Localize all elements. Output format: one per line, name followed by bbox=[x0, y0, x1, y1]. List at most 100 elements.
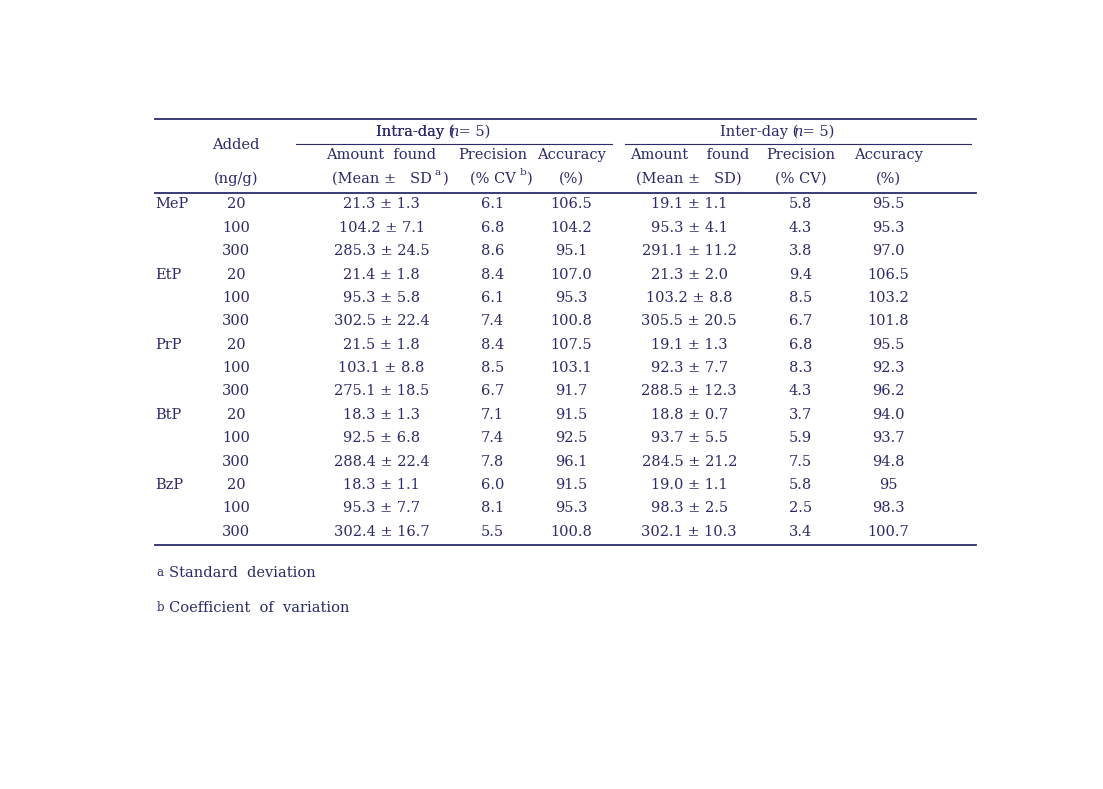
Text: 9.4: 9.4 bbox=[789, 267, 812, 282]
Text: 6.8: 6.8 bbox=[789, 338, 812, 352]
Text: 95.3 ± 4.1: 95.3 ± 4.1 bbox=[651, 221, 728, 235]
Text: a: a bbox=[435, 168, 440, 177]
Text: 103.1 ± 8.8: 103.1 ± 8.8 bbox=[339, 361, 425, 375]
Text: 8.4: 8.4 bbox=[481, 267, 504, 282]
Text: 100: 100 bbox=[222, 361, 250, 375]
Text: 6.0: 6.0 bbox=[481, 478, 504, 492]
Text: EtP: EtP bbox=[154, 267, 181, 282]
Text: 98.3: 98.3 bbox=[872, 502, 904, 515]
Text: ): ) bbox=[527, 172, 533, 185]
Text: Added: Added bbox=[213, 138, 260, 151]
Text: 101.8: 101.8 bbox=[868, 314, 909, 328]
Text: (ng/g): (ng/g) bbox=[214, 171, 258, 186]
Text: 8.6: 8.6 bbox=[481, 244, 504, 258]
Text: 284.5 ± 21.2: 284.5 ± 21.2 bbox=[642, 454, 737, 469]
Text: 95.3: 95.3 bbox=[555, 502, 588, 515]
Text: n: n bbox=[450, 125, 459, 139]
Text: 18.3 ± 1.3: 18.3 ± 1.3 bbox=[343, 408, 420, 422]
Text: 8.1: 8.1 bbox=[481, 502, 504, 515]
Text: a: a bbox=[157, 567, 163, 579]
Text: 91.7: 91.7 bbox=[555, 384, 588, 398]
Text: 100: 100 bbox=[222, 502, 250, 515]
Text: = 5): = 5) bbox=[454, 125, 491, 139]
Text: 7.5: 7.5 bbox=[789, 454, 812, 469]
Text: 96.2: 96.2 bbox=[872, 384, 904, 398]
Text: BzP: BzP bbox=[154, 478, 183, 492]
Text: Precision: Precision bbox=[765, 148, 835, 163]
Text: 96.1: 96.1 bbox=[555, 454, 588, 469]
Text: 104.2: 104.2 bbox=[550, 221, 592, 235]
Text: BtP: BtP bbox=[154, 408, 181, 422]
Text: 106.5: 106.5 bbox=[868, 267, 909, 282]
Text: 7.8: 7.8 bbox=[481, 454, 504, 469]
Text: 6.8: 6.8 bbox=[481, 221, 504, 235]
Text: 2.5: 2.5 bbox=[789, 502, 812, 515]
Text: 5.8: 5.8 bbox=[789, 197, 812, 211]
Text: 95.3: 95.3 bbox=[555, 291, 588, 305]
Text: 95.5: 95.5 bbox=[872, 197, 904, 211]
Text: 20: 20 bbox=[227, 338, 246, 352]
Text: 21.3 ± 1.3: 21.3 ± 1.3 bbox=[343, 197, 420, 211]
Text: 7.4: 7.4 bbox=[481, 314, 504, 328]
Text: Amount  found: Amount found bbox=[326, 148, 437, 163]
Text: (%): (%) bbox=[559, 172, 583, 185]
Text: 19.1 ± 1.3: 19.1 ± 1.3 bbox=[651, 338, 728, 352]
Text: 107.0: 107.0 bbox=[550, 267, 592, 282]
Text: 5.8: 5.8 bbox=[789, 478, 812, 492]
Text: ): ) bbox=[443, 172, 449, 185]
Text: 6.7: 6.7 bbox=[481, 384, 504, 398]
Text: PrP: PrP bbox=[154, 338, 182, 352]
Text: 288.5 ± 12.3: 288.5 ± 12.3 bbox=[642, 384, 737, 398]
Text: 20: 20 bbox=[227, 478, 246, 492]
Text: 94.0: 94.0 bbox=[872, 408, 904, 422]
Text: 275.1 ± 18.5: 275.1 ± 18.5 bbox=[334, 384, 429, 398]
Text: 94.8: 94.8 bbox=[872, 454, 904, 469]
Text: Intra-day (: Intra-day ( bbox=[376, 125, 454, 139]
Text: 103.2: 103.2 bbox=[868, 291, 909, 305]
Text: 6.1: 6.1 bbox=[481, 291, 504, 305]
Text: 18.3 ± 1.1: 18.3 ± 1.1 bbox=[343, 478, 420, 492]
Text: 20: 20 bbox=[227, 267, 246, 282]
Text: (%): (%) bbox=[876, 172, 901, 185]
Text: Standard  deviation: Standard deviation bbox=[169, 566, 315, 580]
Text: 288.4 ± 22.4: 288.4 ± 22.4 bbox=[334, 454, 429, 469]
Text: 3.8: 3.8 bbox=[789, 244, 812, 258]
Text: 8.5: 8.5 bbox=[789, 291, 812, 305]
Text: 300: 300 bbox=[222, 454, 250, 469]
Text: 285.3 ± 24.5: 285.3 ± 24.5 bbox=[334, 244, 429, 258]
Text: 7.1: 7.1 bbox=[481, 408, 504, 422]
Text: 95.3 ± 7.7: 95.3 ± 7.7 bbox=[343, 502, 420, 515]
Text: 95: 95 bbox=[879, 478, 898, 492]
Text: 7.4: 7.4 bbox=[481, 432, 504, 445]
Text: 291.1 ± 11.2: 291.1 ± 11.2 bbox=[642, 244, 737, 258]
Text: 300: 300 bbox=[222, 384, 250, 398]
Text: 6.1: 6.1 bbox=[481, 197, 504, 211]
Text: 19.1 ± 1.1: 19.1 ± 1.1 bbox=[651, 197, 727, 211]
Text: (Mean ±   SD): (Mean ± SD) bbox=[636, 172, 742, 185]
Text: Inter-day (: Inter-day ( bbox=[720, 125, 799, 139]
Text: 92.3: 92.3 bbox=[872, 361, 904, 375]
Text: 92.3 ± 7.7: 92.3 ± 7.7 bbox=[651, 361, 728, 375]
Text: = 5): = 5) bbox=[799, 125, 835, 139]
Text: 91.5: 91.5 bbox=[555, 478, 588, 492]
Text: 300: 300 bbox=[222, 314, 250, 328]
Text: 8.5: 8.5 bbox=[481, 361, 504, 375]
Text: Accuracy: Accuracy bbox=[854, 148, 923, 163]
Text: (% CV: (% CV bbox=[470, 172, 515, 185]
Text: 104.2 ± 7.1: 104.2 ± 7.1 bbox=[339, 221, 425, 235]
Text: 21.5 ± 1.8: 21.5 ± 1.8 bbox=[343, 338, 420, 352]
Text: 8.3: 8.3 bbox=[789, 361, 812, 375]
Text: 93.7: 93.7 bbox=[872, 432, 904, 445]
Text: 302.4 ± 16.7: 302.4 ± 16.7 bbox=[334, 525, 429, 539]
Text: 100: 100 bbox=[222, 221, 250, 235]
Text: 92.5 ± 6.8: 92.5 ± 6.8 bbox=[343, 432, 420, 445]
Text: 4.3: 4.3 bbox=[789, 221, 812, 235]
Text: 92.5: 92.5 bbox=[555, 432, 588, 445]
Text: 103.2 ± 8.8: 103.2 ± 8.8 bbox=[646, 291, 732, 305]
Text: 93.7 ± 5.5: 93.7 ± 5.5 bbox=[651, 432, 728, 445]
Text: 3.7: 3.7 bbox=[789, 408, 812, 422]
Text: 302.1 ± 10.3: 302.1 ± 10.3 bbox=[642, 525, 737, 539]
Text: 300: 300 bbox=[222, 244, 250, 258]
Text: 100: 100 bbox=[222, 432, 250, 445]
Text: 302.5 ± 22.4: 302.5 ± 22.4 bbox=[334, 314, 429, 328]
